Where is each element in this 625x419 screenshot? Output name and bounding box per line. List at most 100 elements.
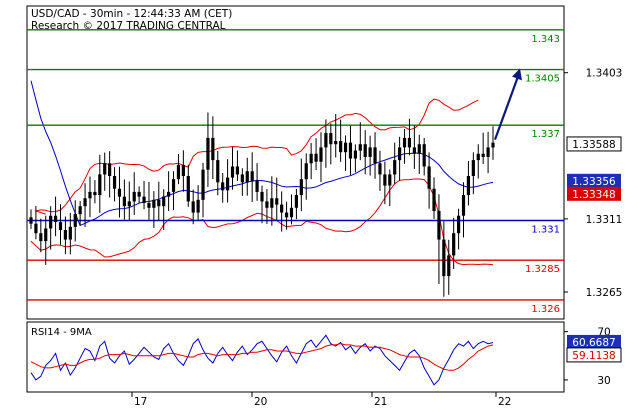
price-bar-body bbox=[393, 160, 397, 175]
price-bar-body bbox=[206, 137, 210, 170]
price-bar-body bbox=[39, 233, 43, 242]
price-bar-body bbox=[181, 164, 185, 177]
price-bar-body bbox=[284, 212, 289, 218]
price-bar-body bbox=[378, 163, 382, 175]
price-bar-body bbox=[402, 137, 407, 148]
price-bar-body bbox=[137, 191, 141, 197]
last-price-tag-label: 1.33588 bbox=[572, 139, 615, 151]
level-label-1.343: 1.343 bbox=[531, 34, 560, 45]
price-bar-body bbox=[422, 144, 426, 167]
price-bar-body bbox=[186, 176, 190, 202]
price-bar-body bbox=[398, 147, 402, 161]
price-bar-body bbox=[363, 144, 367, 157]
price-bar-body bbox=[314, 153, 318, 162]
level-label-1.326: 1.326 bbox=[531, 304, 560, 315]
price-bar-body bbox=[83, 198, 87, 207]
bollinger-value-tag-box bbox=[567, 186, 621, 201]
level-label-1.337: 1.337 bbox=[531, 129, 560, 140]
price-bar-body bbox=[486, 147, 490, 157]
y-tick-label: 1.3403 bbox=[586, 68, 623, 80]
rsi-title: RSI14 - 9MA bbox=[31, 327, 92, 338]
price-bar-body bbox=[471, 160, 475, 177]
rsi-value-tag-box bbox=[567, 334, 621, 349]
price-bar-body bbox=[447, 255, 451, 277]
price-bar-body bbox=[466, 176, 471, 196]
price-bar-body bbox=[442, 239, 446, 277]
rsi-ma-value-tag-box bbox=[566, 347, 622, 363]
copyright-text: Research © 2017 TRADING CENTRAL bbox=[31, 20, 226, 32]
chart-title: USD/CAD - 30min - 12:44:33 AM (CET) bbox=[31, 8, 232, 20]
price-bar-body bbox=[221, 182, 225, 191]
level-label-1.331: 1.331 bbox=[531, 224, 560, 235]
price-bar-body bbox=[225, 177, 230, 191]
price-bar-body bbox=[461, 195, 466, 216]
rsi-ma-line bbox=[30, 343, 494, 371]
last-price-tag-box bbox=[566, 136, 622, 152]
price-bar-body bbox=[255, 180, 259, 192]
forecast-arrow-head bbox=[512, 68, 522, 81]
price-bar-body bbox=[78, 206, 82, 215]
price-bar-body bbox=[452, 233, 456, 256]
price-bar-body bbox=[491, 142, 495, 148]
bollinger-value-tag-label: 1.33348 bbox=[572, 189, 615, 201]
price-bar-body bbox=[481, 153, 485, 157]
price-bar-body bbox=[216, 160, 220, 183]
price-bar-body bbox=[289, 207, 294, 218]
price-bar-body bbox=[53, 215, 58, 223]
price-bar-body bbox=[250, 171, 254, 181]
y-tick-label: 1.3265 bbox=[586, 287, 623, 299]
price-bar-body bbox=[162, 196, 166, 207]
price-bar-body bbox=[343, 142, 348, 153]
level-label-1.3405: 1.3405 bbox=[525, 74, 560, 85]
rsi-ma-value-tag-label: 59.1138 bbox=[572, 350, 615, 362]
price-bar-body bbox=[176, 164, 181, 180]
price-bar-body bbox=[132, 191, 136, 202]
price-bar-body bbox=[88, 191, 92, 199]
price-bar-body bbox=[44, 228, 48, 242]
price-bar-body bbox=[245, 171, 249, 183]
price-bar-body bbox=[108, 163, 112, 177]
price-bar-body bbox=[270, 198, 274, 208]
price-bar-body bbox=[201, 169, 205, 200]
price-bar-body bbox=[235, 166, 240, 175]
price-bar-body bbox=[63, 230, 68, 240]
price-y-axis: 1.3403 1.3311 1.3265 bbox=[564, 68, 622, 299]
price-bar-body bbox=[58, 222, 63, 231]
price-bar-body bbox=[260, 191, 264, 202]
price-bar-body bbox=[476, 153, 480, 161]
price-bar-body bbox=[368, 147, 372, 157]
price-bar-body bbox=[68, 226, 72, 240]
x-tick-label: 20 bbox=[254, 396, 267, 408]
price-bar-body bbox=[29, 217, 33, 224]
price-bar-body bbox=[427, 166, 431, 189]
price-bar-body bbox=[456, 215, 461, 234]
rsi-panel bbox=[26, 321, 565, 393]
price-bar-body bbox=[432, 188, 436, 211]
price-bar-body bbox=[103, 163, 107, 175]
price-bar-body bbox=[211, 137, 215, 161]
price-bar-body bbox=[373, 147, 377, 164]
price-bar-body bbox=[196, 199, 200, 213]
price-bar-body bbox=[171, 179, 176, 192]
x-tick-label: 17 bbox=[134, 396, 147, 408]
price-bar-body bbox=[191, 201, 195, 213]
price-bar-body bbox=[353, 150, 357, 159]
price-bar-body bbox=[98, 174, 102, 196]
rsi-plot-frame bbox=[26, 321, 565, 393]
price-bar-body bbox=[117, 188, 122, 197]
level-label-1.3285: 1.3285 bbox=[525, 264, 560, 275]
price-bar-body bbox=[127, 201, 131, 207]
price-bar-body bbox=[412, 147, 416, 154]
price-bar-body bbox=[358, 144, 362, 151]
price-bar-body bbox=[388, 174, 392, 186]
price-bar-body bbox=[49, 215, 53, 229]
price-bar-body bbox=[275, 198, 279, 205]
price-bar-body bbox=[334, 141, 338, 145]
price-bar-body bbox=[73, 214, 77, 227]
price-bar-body bbox=[230, 166, 235, 178]
price-bar-body bbox=[34, 223, 38, 234]
moving-average-line bbox=[30, 80, 494, 227]
price-bar-body bbox=[265, 201, 269, 208]
